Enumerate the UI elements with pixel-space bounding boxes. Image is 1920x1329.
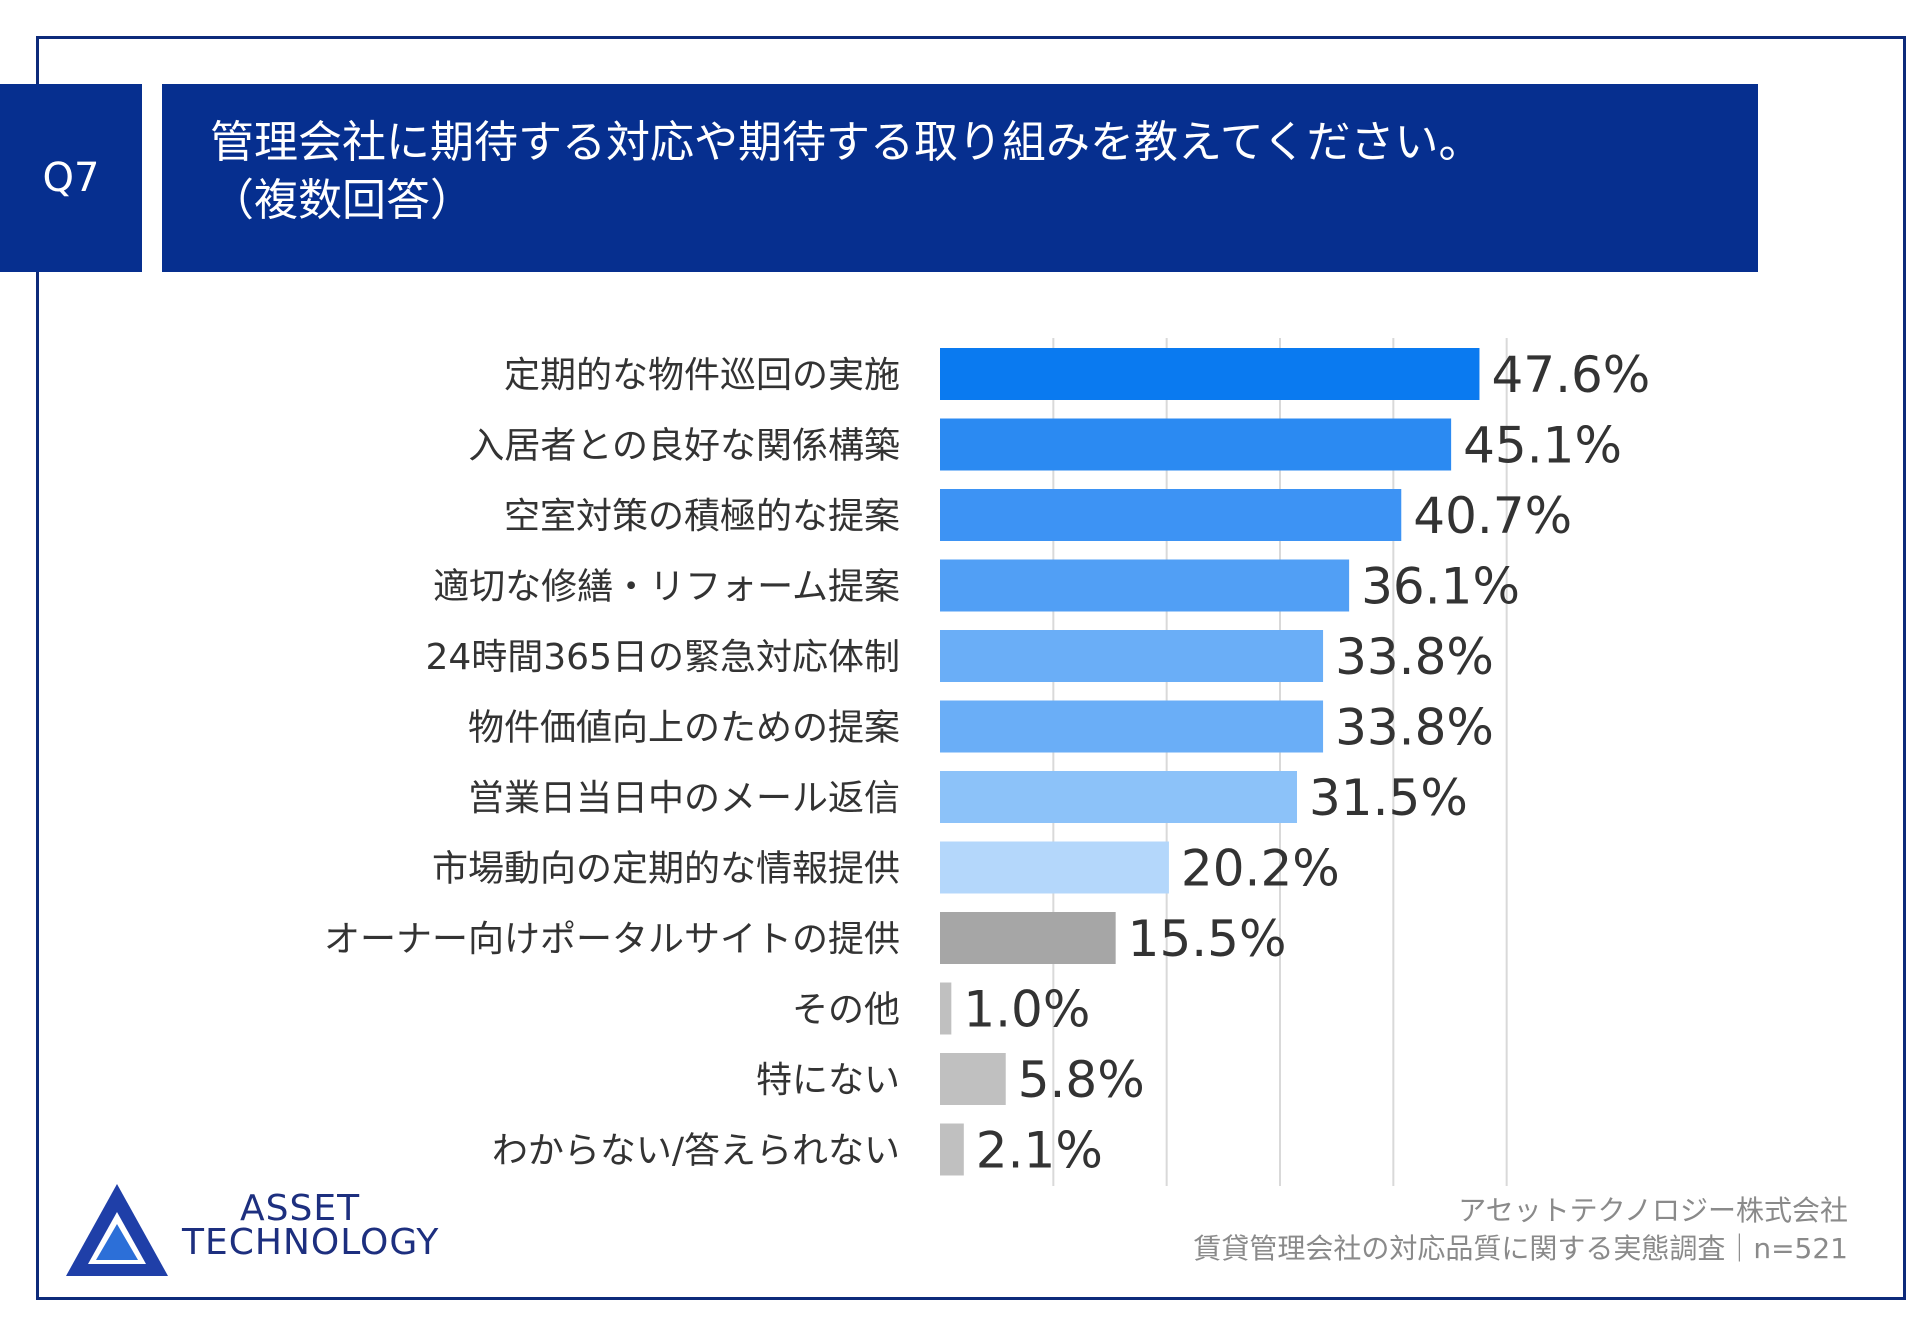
bar-12 [940, 1123, 964, 1176]
category-label-10: その他 [792, 990, 900, 1031]
value-label-12: 2.1% [976, 1122, 1103, 1180]
value-label-3: 40.7% [1413, 487, 1572, 545]
bar-7 [940, 771, 1297, 823]
logo-triangle-icon [66, 1184, 168, 1276]
bar-4 [940, 559, 1350, 612]
question-number-badge: Q7 [0, 84, 142, 272]
value-label-4: 36.1% [1361, 558, 1520, 616]
question-subtitle: （複数回答） [210, 175, 474, 226]
bar-5 [940, 630, 1324, 682]
category-label-1: 定期的な物件巡回の実施 [504, 355, 900, 396]
question-number: Q7 [42, 155, 100, 201]
category-label-7: 営業日当日中のメール返信 [468, 778, 900, 819]
bar-1 [940, 348, 1480, 400]
category-label-11: 特にない [756, 1060, 900, 1101]
value-label-5: 33.8% [1335, 628, 1494, 686]
category-label-6: 物件価値向上のための提案 [468, 708, 900, 749]
question-title: 管理会社に期待する対応や期待する取り組みを教えてください。 [210, 117, 1483, 168]
value-label-11: 5.8% [1018, 1051, 1145, 1109]
value-label-8: 20.2% [1181, 840, 1340, 898]
company-logo: ASSET TECHNOLOGY [62, 1180, 522, 1280]
bar-8 [940, 841, 1169, 894]
bar-6 [940, 700, 1324, 753]
category-label-3: 空室対策の積極的な提案 [504, 496, 900, 537]
category-label-5: 24時間365日の緊急対応体制 [425, 637, 900, 678]
value-label-6: 33.8% [1335, 699, 1494, 757]
bar-11 [940, 1053, 1006, 1105]
value-label-2: 45.1% [1463, 417, 1622, 475]
category-label-4: 適切な修繕・リフォーム提案 [433, 567, 900, 608]
value-label-1: 47.6% [1491, 346, 1650, 404]
figure-frame [36, 36, 1906, 1300]
question-title-box: 管理会社に期待する対応や期待する取り組みを教えてください。 （複数回答） [162, 84, 1758, 272]
bar-10 [940, 982, 952, 1035]
bars [940, 348, 1480, 1176]
value-label-7: 31.5% [1309, 769, 1468, 827]
value-label-10: 1.0% [963, 981, 1090, 1039]
category-label-2: 入居者との良好な関係構築 [468, 426, 900, 467]
value-label-9: 15.5% [1128, 910, 1287, 968]
category-label-9: オーナー向けポータルサイトの提供 [324, 919, 900, 960]
category-label-8: 市場動向の定期的な情報提供 [432, 849, 900, 890]
source-survey: 賃貸管理会社の対応品質に関する実態調査｜n=521 [1193, 1232, 1848, 1265]
logo-wordmark: ASSET TECHNOLOGY [182, 1188, 440, 1263]
logo-word-2: TECHNOLOGY [182, 1222, 440, 1263]
source-company: アセットテクノロジー株式会社 [1458, 1194, 1848, 1227]
category-label-12: わからない/答えられない [492, 1131, 900, 1172]
bar-3 [940, 489, 1402, 541]
gridlines [1052, 338, 1508, 1186]
bar-9 [940, 912, 1116, 964]
labels: 定期的な物件巡回の実施 47.6% 入居者との良好な関係構築 45.1% 空室対策の積極… [324, 346, 1650, 1180]
bar-2 [940, 418, 1452, 471]
source-note: アセットテクノロジー株式会社 賃貸管理会社の対応品質に関する実態調査｜n=521 [1193, 1192, 1848, 1268]
logo-word-1: ASSET [240, 1188, 361, 1229]
